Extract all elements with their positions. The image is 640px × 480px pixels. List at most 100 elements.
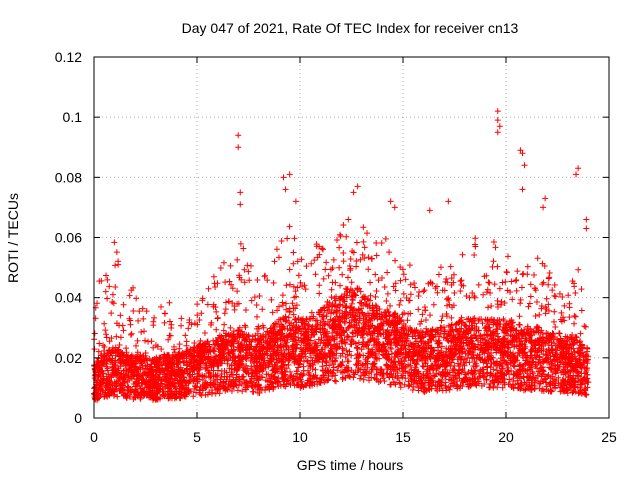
- data-point: [266, 329, 273, 336]
- data-point: [302, 286, 309, 293]
- data-point: [339, 345, 346, 352]
- data-point: [466, 294, 473, 301]
- data-point: [199, 297, 206, 304]
- data-point: [125, 368, 132, 375]
- data-point: [582, 323, 589, 330]
- data-point: [524, 373, 531, 380]
- data-point: [223, 376, 230, 383]
- data-point: [309, 366, 316, 373]
- data-point: [270, 385, 277, 392]
- data-point: [378, 346, 385, 353]
- data-point: [326, 362, 333, 369]
- data-point: [543, 383, 550, 390]
- data-point: [443, 313, 450, 320]
- data-point: [242, 306, 249, 313]
- data-point: [164, 370, 171, 377]
- data-point: [449, 304, 456, 311]
- data-point: [169, 360, 176, 367]
- data-point: [183, 338, 190, 345]
- data-point: [161, 351, 168, 358]
- data-point: [132, 366, 139, 373]
- data-point: [268, 296, 275, 303]
- data-point: [458, 314, 465, 321]
- data-point: [151, 391, 158, 398]
- data-point: [522, 357, 529, 364]
- data-point: [472, 374, 479, 381]
- data-point: [360, 238, 367, 245]
- data-point: [235, 382, 242, 389]
- data-point: [247, 262, 254, 269]
- data-point: [309, 357, 316, 364]
- data-point: [422, 317, 429, 324]
- data-point: [434, 289, 441, 296]
- data-point: [232, 358, 239, 365]
- data-point: [335, 324, 342, 331]
- data-point: [545, 307, 552, 314]
- data-point: [522, 343, 529, 350]
- data-point: [347, 267, 354, 274]
- data-point: [315, 354, 322, 361]
- data-point: [509, 323, 516, 330]
- data-point: [401, 381, 408, 388]
- data-point: [476, 316, 483, 323]
- data-point: [311, 257, 318, 264]
- data-point: [307, 337, 314, 344]
- data-point: [383, 319, 390, 326]
- data-point: [445, 383, 452, 390]
- data-point: [292, 288, 299, 295]
- data-point: [94, 358, 101, 365]
- data-point: [289, 300, 296, 307]
- data-point: [234, 288, 241, 295]
- data-point: [515, 349, 522, 356]
- data-point: [411, 280, 418, 287]
- data-point: [128, 330, 135, 337]
- data-point: [391, 354, 398, 361]
- data-point: [475, 327, 482, 334]
- data-point: [356, 351, 363, 358]
- data-point: [294, 341, 301, 348]
- data-point: [293, 293, 300, 300]
- data-point: [459, 251, 466, 258]
- data-point: [542, 304, 549, 311]
- data-point: [106, 391, 113, 398]
- data-point: [425, 280, 432, 287]
- data-point: [182, 332, 189, 339]
- data-point: [320, 275, 327, 282]
- data-point: [178, 315, 185, 322]
- data-point: [301, 337, 308, 344]
- data-point: [570, 280, 577, 287]
- data-point: [160, 392, 167, 399]
- data-point: [281, 337, 288, 344]
- data-point: [348, 336, 355, 343]
- data-point: [501, 381, 508, 388]
- data-point: [298, 319, 305, 326]
- data-point: [517, 368, 524, 375]
- data-point: [332, 378, 339, 385]
- data-point: [161, 319, 168, 326]
- data-point: [399, 374, 406, 381]
- data-point: [230, 328, 237, 335]
- data-point: [293, 302, 300, 309]
- data-point: [399, 351, 406, 358]
- data-point: [415, 384, 422, 391]
- data-point: [97, 373, 104, 380]
- data-point: [473, 355, 480, 362]
- data-point: [535, 368, 542, 375]
- data-point: [342, 312, 349, 319]
- data-point: [552, 324, 559, 331]
- data-point: [445, 330, 452, 337]
- data-point: [284, 325, 291, 332]
- data-point: [512, 277, 519, 284]
- data-point: [408, 341, 415, 348]
- data-point: [462, 350, 469, 357]
- data-point: [506, 376, 513, 383]
- data-point: [415, 375, 422, 382]
- data-point: [245, 268, 252, 275]
- data-point: [292, 324, 299, 331]
- data-point: [258, 355, 265, 362]
- data-point: [323, 259, 330, 266]
- data-point: [286, 308, 293, 315]
- data-point: [344, 368, 351, 375]
- data-point: [299, 323, 306, 330]
- data-point: [580, 352, 587, 359]
